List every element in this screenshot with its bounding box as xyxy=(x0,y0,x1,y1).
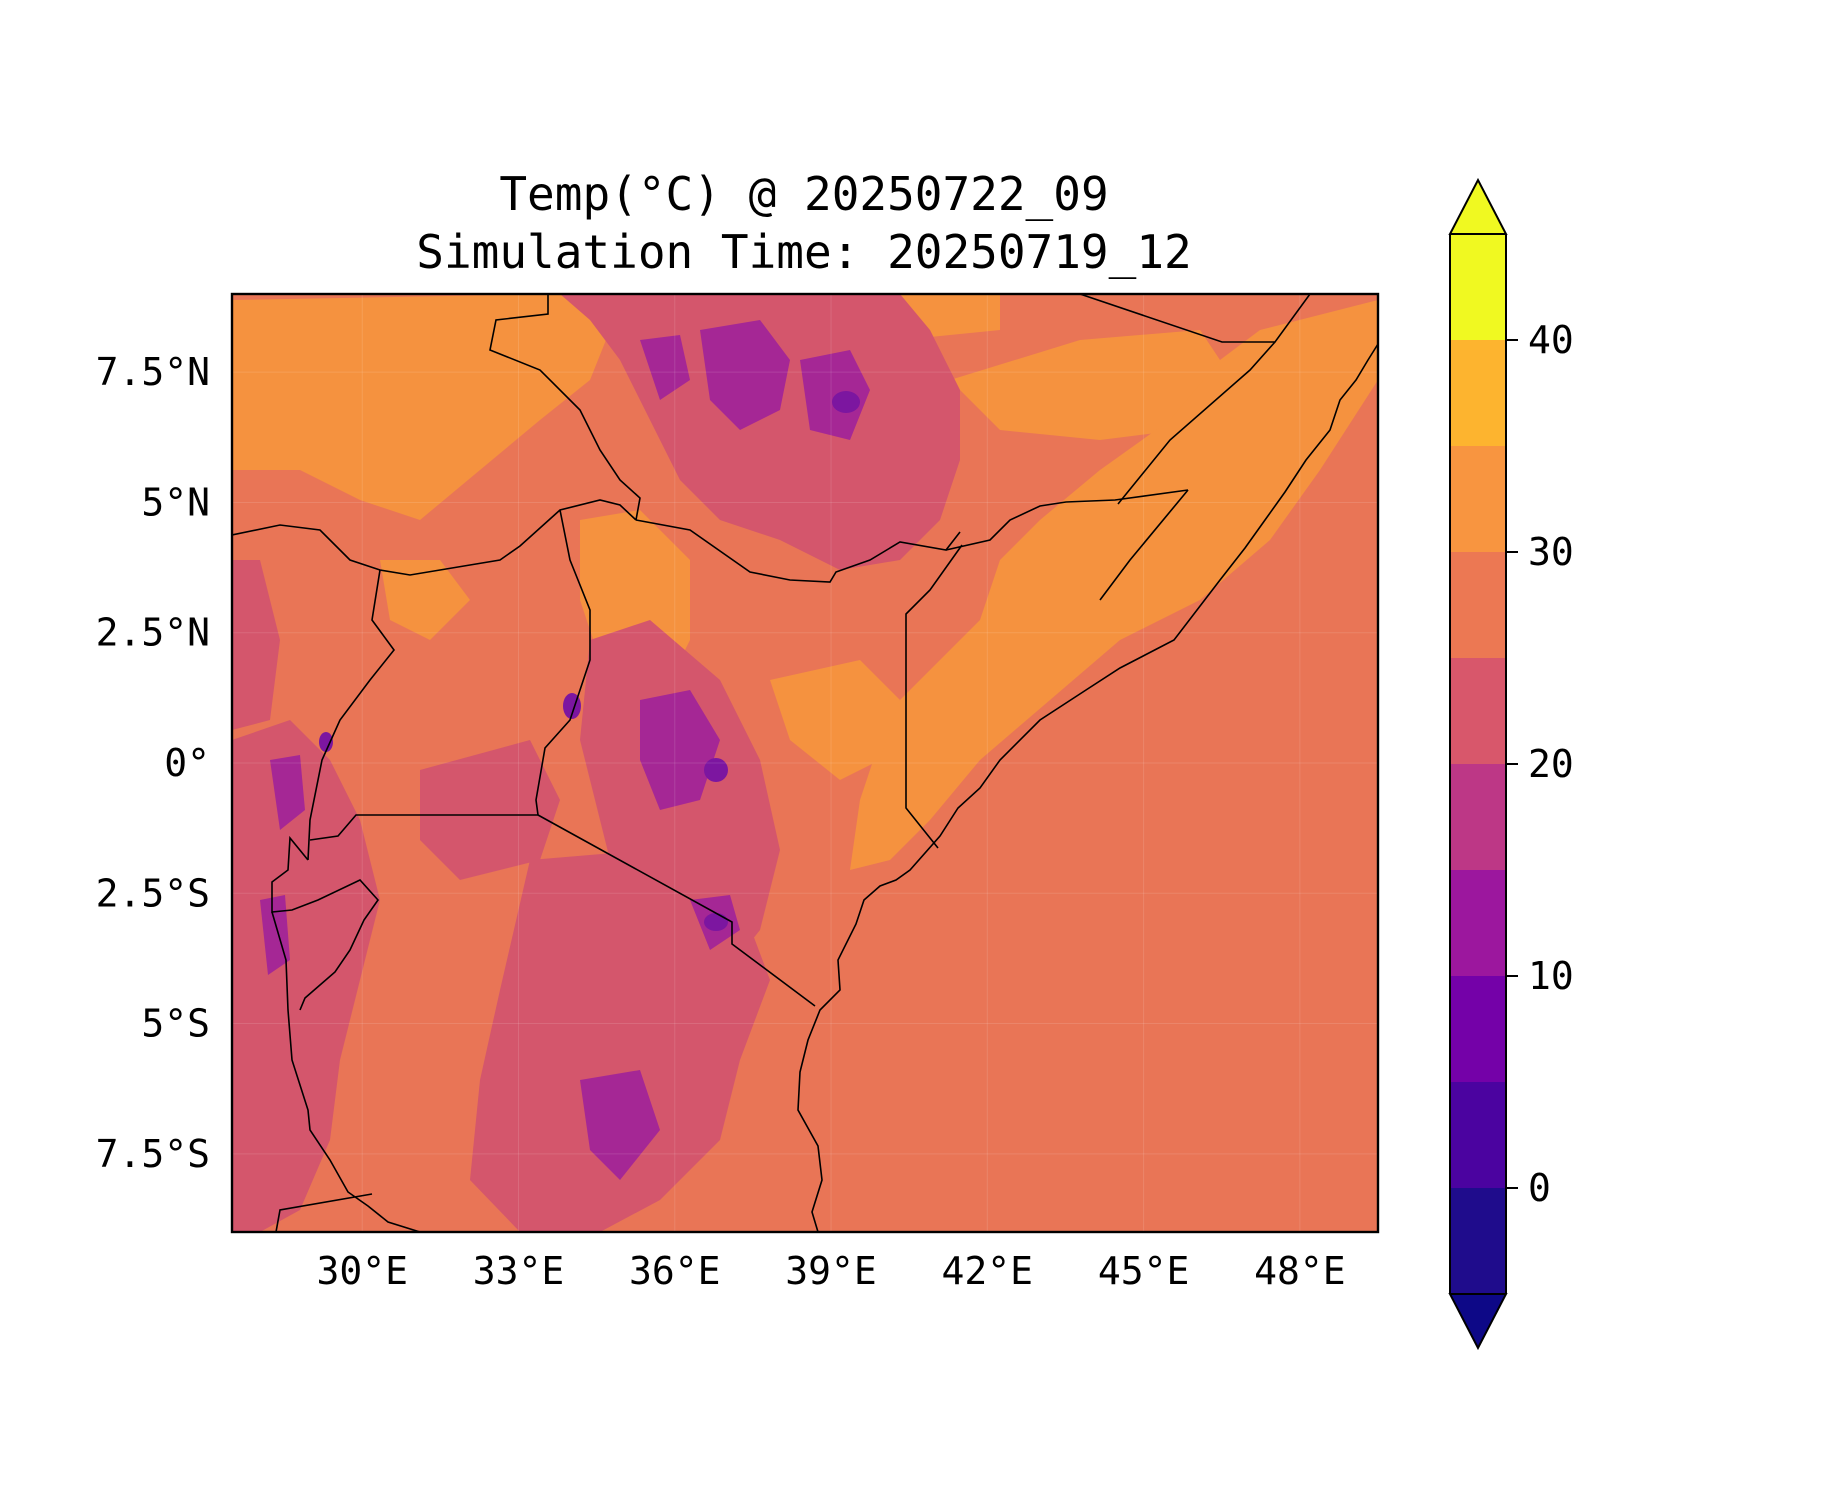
y-tick-label: 2.5°N xyxy=(96,611,210,655)
country-borders xyxy=(232,294,1378,1232)
cold-patch-ethiopia-1 xyxy=(700,320,790,430)
border-south-sudan-congo xyxy=(232,499,637,576)
border-somaliland xyxy=(1079,294,1311,343)
border-uganda-west xyxy=(307,569,396,861)
coastline-kenya-somalia xyxy=(797,343,1378,1232)
cold-patch-ethiopia-3 xyxy=(640,335,690,400)
warm-region-uganda-north xyxy=(380,560,470,640)
coldest-spot-mt-kenya xyxy=(704,758,728,782)
colorbar-segment xyxy=(1450,1188,1506,1294)
colorbar: 0 10 20 30 40 xyxy=(1448,177,1574,1351)
warm-region-kenya-north xyxy=(770,660,900,780)
border-uganda-kenya xyxy=(535,509,591,816)
cold-patch-ethiopia-2 xyxy=(800,350,870,440)
border-ethiopia-somalia xyxy=(1099,489,1189,601)
border-ethiopia-south-sudan xyxy=(635,519,961,583)
border-somalia-ethiopia-east xyxy=(1117,341,1276,505)
border-sudan-south-sudan xyxy=(489,294,641,521)
border-kenya-somalia xyxy=(905,544,963,849)
colorbar-segment xyxy=(1450,552,1506,658)
x-tick-label: 39°E xyxy=(785,1249,877,1293)
x-tick-label: 42°E xyxy=(942,1249,1034,1293)
colorbar-extend-max xyxy=(1448,177,1508,235)
coldest-spot-ethiopia xyxy=(832,391,860,413)
map-frame xyxy=(230,292,1380,1234)
border-lake-tanganyika xyxy=(271,911,421,1232)
colorbar-segment xyxy=(1450,870,1506,976)
title-line-2: Simulation Time: 20250719_12 xyxy=(416,225,1191,279)
y-tick-label: 7.5°N xyxy=(96,350,210,394)
colorbar-segment xyxy=(1450,976,1506,1082)
y-tick-label: 2.5°S xyxy=(96,871,210,915)
cool-region-congo xyxy=(232,560,280,730)
map-gridlines xyxy=(232,294,1378,1232)
colorbar-segment xyxy=(1450,446,1506,552)
border-kenya-ethiopia xyxy=(945,489,1189,551)
cold-regions xyxy=(260,320,870,1180)
y-tick-label: 0° xyxy=(164,741,210,785)
cool-region-lake-victoria-south xyxy=(420,740,560,880)
y-axis: 7.5°N 5°N 2.5°N 0° 2.5°S 5°S 7.5°S xyxy=(96,350,210,1176)
coldest-spot-kilimanjaro xyxy=(704,913,728,931)
warm-region-sudan xyxy=(232,294,610,520)
title-line-1: Temp(°C) @ 20250722_09 xyxy=(499,167,1108,221)
x-tick-label: 36°E xyxy=(629,1249,721,1293)
x-tick-label: 33°E xyxy=(473,1249,565,1293)
x-tick-label: 45°E xyxy=(1098,1249,1190,1293)
colorbar-tick-label: 10 xyxy=(1528,954,1574,998)
warm-region-northeast xyxy=(950,330,1240,440)
map-plot xyxy=(232,294,1378,1232)
colorbar-tick-label: 40 xyxy=(1528,318,1574,362)
coldest-spot-rwenzori xyxy=(319,732,333,752)
y-tick-label: 7.5°S xyxy=(96,1132,210,1176)
border-zambia-tanzania xyxy=(275,1193,373,1232)
cold-patch-kenya-highlands xyxy=(640,690,720,810)
x-axis: 30°E 33°E 36°E 39°E 42°E 45°E 48°E xyxy=(316,1249,1345,1293)
colorbar-segment xyxy=(1450,340,1506,446)
y-tick-label: 5°S xyxy=(141,1002,210,1046)
x-tick-label: 30°E xyxy=(316,1249,408,1293)
colorbar-segment xyxy=(1450,1082,1506,1188)
border-kenya-tanzania xyxy=(537,814,816,1007)
cold-patch-rwanda xyxy=(270,755,305,830)
colorbar-extend-min xyxy=(1448,1293,1508,1351)
cool-region-tanzania xyxy=(470,850,770,1232)
colorbar-tick-label: 30 xyxy=(1528,530,1574,574)
colorbar-segment xyxy=(1450,234,1506,340)
x-tick-label: 48°E xyxy=(1254,1249,1346,1293)
y-tick-label: 5°N xyxy=(141,480,210,524)
border-lake-victoria-south xyxy=(309,814,538,841)
cool-region-western-rift xyxy=(232,720,380,1232)
cold-patch-tanzania-south xyxy=(580,1070,660,1180)
cold-patch-kivu xyxy=(260,895,290,975)
colorbar-segment xyxy=(1450,764,1506,870)
colorbar-tick-label: 0 xyxy=(1528,1166,1551,1210)
warm-region-somalia xyxy=(850,300,1378,870)
colorbar-tick-label: 20 xyxy=(1528,742,1574,786)
border-rwanda-burundi xyxy=(271,835,380,1011)
colorbar-segment xyxy=(1450,658,1506,764)
